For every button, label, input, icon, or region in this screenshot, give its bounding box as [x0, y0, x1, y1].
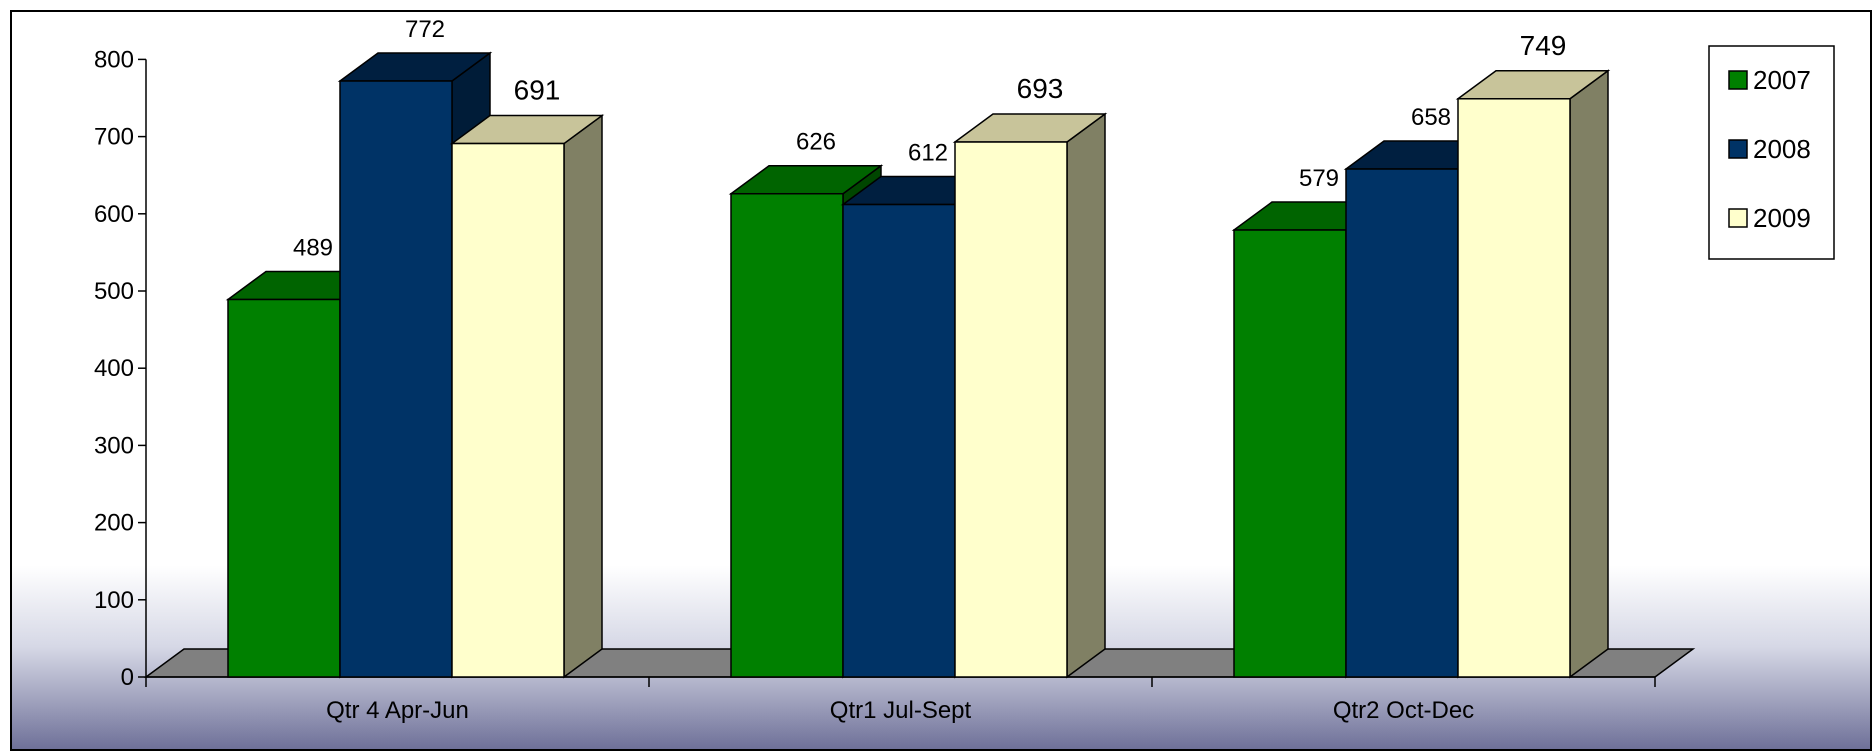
x-category-label: Qtr1 Jul-Sept — [830, 697, 972, 724]
legend-swatch-2007 — [1728, 70, 1748, 90]
y-tick-label: 500 — [94, 278, 134, 305]
x-category-label: Qtr2 Oct-Dec — [1333, 697, 1474, 724]
bar-front-face — [339, 80, 453, 678]
data-label: 772 — [405, 16, 445, 43]
y-tick-label: 100 — [94, 587, 134, 614]
bar-2009-0 — [449, 114, 605, 679]
axis-group: 0 100 200 300 400 500 600 700 800 Qtr 4 Apr-Jun Qt… — [94, 46, 1656, 724]
bar-2009-2 — [1455, 69, 1611, 679]
x-category-label: Qtr 4 Apr-Jun — [326, 697, 469, 724]
legend-swatch-2008 — [1728, 139, 1748, 159]
data-label: 749 — [1520, 30, 1567, 61]
bars-group — [225, 51, 1611, 679]
bar-front-face — [1457, 98, 1571, 678]
bar-side-face — [1569, 69, 1609, 679]
bar-front-face — [227, 298, 341, 678]
bar-side-face — [1066, 112, 1106, 679]
data-label: 658 — [1411, 104, 1451, 131]
bar-side-face — [563, 114, 603, 679]
legend-label-2007: 2007 — [1753, 65, 1811, 95]
bar-front-face — [451, 142, 565, 678]
y-tick-label: 0 — [121, 664, 134, 691]
y-tick-label: 800 — [94, 46, 134, 73]
bar-front-face — [954, 141, 1068, 678]
bar-front-face — [730, 192, 844, 678]
data-label: 626 — [796, 129, 836, 156]
bar-front-face — [842, 203, 956, 678]
legend-label-2009: 2009 — [1753, 203, 1811, 233]
bar-2009-1 — [952, 112, 1108, 679]
legend-swatch-2009 — [1728, 208, 1748, 228]
bar-front-face — [1233, 229, 1347, 678]
y-tick-label: 200 — [94, 510, 134, 537]
legend: 2007 2008 2009 — [1708, 45, 1835, 260]
data-label: 693 — [1017, 73, 1064, 104]
data-labels-group: 489 772 691 626 612 693 579 658 749 — [293, 16, 1566, 261]
y-tick-label: 600 — [94, 201, 134, 228]
data-label: 691 — [514, 75, 561, 106]
data-label: 489 — [293, 234, 333, 261]
data-label: 579 — [1299, 165, 1339, 192]
y-tick-label: 300 — [94, 432, 134, 459]
bar-front-face — [1345, 168, 1459, 678]
y-tick-label: 400 — [94, 355, 134, 382]
data-label: 612 — [908, 140, 948, 167]
y-tick-label: 700 — [94, 124, 134, 151]
legend-label-2008: 2008 — [1753, 134, 1811, 164]
